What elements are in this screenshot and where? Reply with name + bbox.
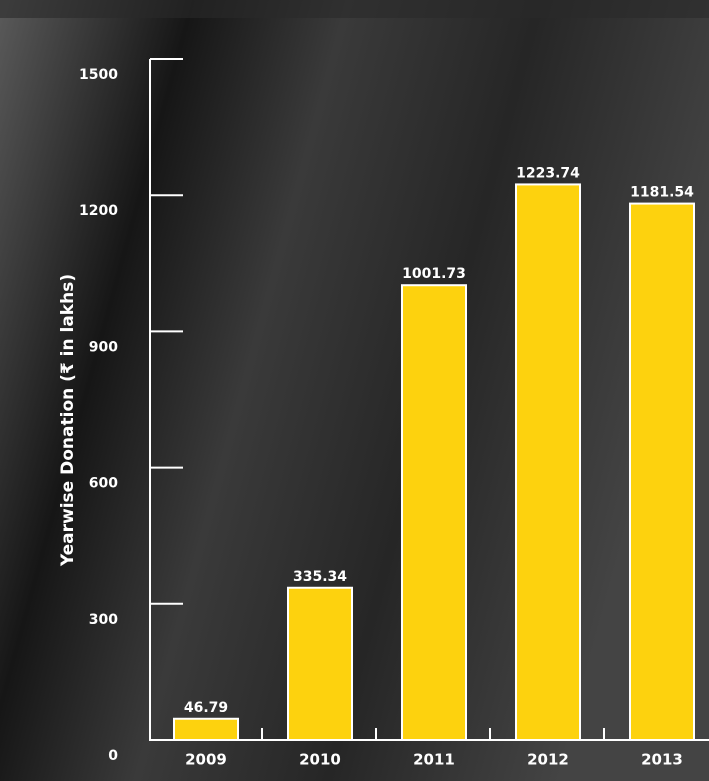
x-tick-label: 2012 (527, 751, 569, 769)
bar (401, 284, 467, 741)
y-axis-label: Yearwise Donation (₹ in lakhs) (58, 274, 78, 567)
bar (173, 717, 239, 741)
value-label: 46.79 (184, 700, 228, 716)
bar (287, 586, 353, 741)
y-tick-label: 900 (89, 339, 118, 355)
y-tick-label: 600 (89, 476, 118, 492)
x-tick-label: 2010 (299, 751, 341, 769)
x-tick-label: 2013 (641, 751, 683, 769)
value-label: 1181.54 (630, 185, 694, 201)
value-label: 335.34 (293, 569, 347, 585)
y-tick-label: 1500 (79, 67, 118, 83)
bar (515, 183, 581, 741)
bar (629, 202, 695, 742)
top-band (0, 0, 709, 18)
y-tick-label: 1200 (79, 203, 118, 219)
x-tick-label: 2011 (413, 751, 455, 769)
value-label: 1001.73 (402, 266, 466, 282)
y-tick-label: 300 (89, 612, 118, 628)
x-tick-label: 2009 (185, 751, 227, 769)
y-tick-label: 0 (108, 748, 118, 764)
value-label: 1223.74 (516, 165, 580, 181)
